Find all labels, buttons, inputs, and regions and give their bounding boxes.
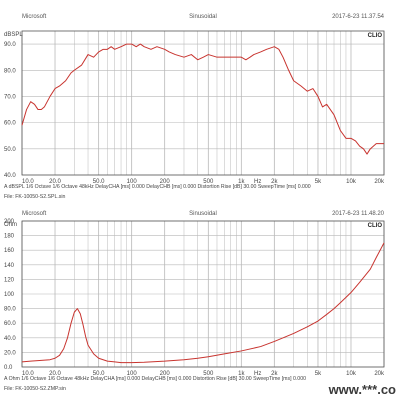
grid bbox=[21, 31, 385, 176]
measurement-settings: A dBSPL 1/6 Octave 1/6 Octave 48kHz Dela… bbox=[4, 184, 311, 190]
y-tick-label: 90.0 bbox=[4, 42, 16, 48]
y-tick-label: 70.0 bbox=[4, 94, 16, 100]
x-tick-label: 20.0 bbox=[49, 371, 61, 377]
x-tick-label: 200 bbox=[160, 371, 171, 377]
x-tick-label: 10.0 bbox=[22, 179, 34, 185]
header-center: Sinusoidal bbox=[189, 14, 217, 20]
x-tick-label: 20.0 bbox=[49, 179, 61, 185]
x-tick-label: 20k bbox=[374, 179, 385, 185]
series-line-1 bbox=[21, 242, 385, 364]
x-tick-label: 10k bbox=[346, 371, 357, 377]
x-tick-label: Hz bbox=[254, 371, 261, 377]
plot-frame bbox=[21, 30, 385, 176]
file-name: File: FK-10050-S2.SPL.sin bbox=[4, 194, 66, 200]
series-line-1 bbox=[21, 43, 384, 155]
x-tick-label: 10k bbox=[346, 179, 357, 185]
y-tick-label: 100 bbox=[4, 292, 15, 298]
y-tick-label: 20.0 bbox=[4, 350, 16, 356]
header-right: 2017-6-23 11.37.54 bbox=[332, 14, 385, 20]
x-tick-label: 1k bbox=[238, 371, 245, 377]
y-tick-label: 120 bbox=[4, 277, 15, 283]
clio-logo: CLIO bbox=[368, 223, 383, 229]
plot-frame bbox=[21, 220, 385, 368]
header-left: Microsoft bbox=[22, 14, 47, 20]
x-tick-label: 20k bbox=[374, 371, 385, 377]
x-tick-label: 5k bbox=[315, 371, 322, 377]
y-tick-label: 80.0 bbox=[4, 307, 16, 313]
y-tick-label: 160 bbox=[4, 248, 15, 254]
measurement-settings: A Ohm 1/6 Octave 1/6 Octave 48kHz DelayC… bbox=[4, 376, 306, 382]
y-tick-label: 40.0 bbox=[4, 336, 16, 342]
x-tick-label: 200 bbox=[160, 179, 171, 185]
header-center: Sinusoidal bbox=[189, 211, 217, 217]
x-tick-label: 100 bbox=[127, 179, 138, 185]
y-tick-label: 180 bbox=[4, 234, 15, 240]
header-right: 2017-6-23 11.48.20 bbox=[332, 211, 385, 217]
y-tick-label: 60.0 bbox=[4, 121, 16, 127]
clio-logo: CLIO bbox=[368, 33, 383, 39]
x-tick-label: 500 bbox=[203, 179, 214, 185]
y-tick-label: 50.0 bbox=[4, 147, 16, 153]
x-tick-label: 2k bbox=[271, 371, 278, 377]
x-tick-label: 2k bbox=[271, 179, 278, 185]
file-name: File: FK-10050-S2.ZMP.sin bbox=[4, 386, 66, 392]
header-left: Microsoft bbox=[22, 211, 47, 217]
x-tick-label: 500 bbox=[203, 371, 214, 377]
y-tick-label: 40.0 bbox=[4, 173, 16, 179]
y-axis-label: Ohm bbox=[4, 222, 17, 228]
y-tick-label: 200 bbox=[4, 219, 15, 225]
x-tick-label: 10.0 bbox=[22, 371, 34, 377]
y-tick-label: 0.0 bbox=[4, 365, 13, 371]
y-axis-label: dBSPL bbox=[4, 32, 23, 38]
x-tick-label: Hz bbox=[254, 179, 261, 185]
y-tick-label: 60.0 bbox=[4, 321, 16, 327]
x-tick-label: 50.0 bbox=[93, 371, 105, 377]
chart-panel-2: Microsoft Sinusoidal 2017-6-23 11.48.20 Ohm… bbox=[4, 211, 385, 392]
watermark: www.***.co bbox=[328, 382, 396, 397]
chart-panel-1: Microsoft Sinusoidal 2017-6-23 11.37.54 dBS… bbox=[4, 14, 385, 200]
x-tick-label: 5k bbox=[315, 179, 322, 185]
y-tick-label: 140 bbox=[4, 263, 15, 269]
x-tick-label: 50.0 bbox=[93, 179, 105, 185]
y-tick-label: 80.0 bbox=[4, 68, 16, 74]
x-tick-label: 100 bbox=[127, 371, 138, 377]
x-tick-label: 1k bbox=[238, 179, 245, 185]
